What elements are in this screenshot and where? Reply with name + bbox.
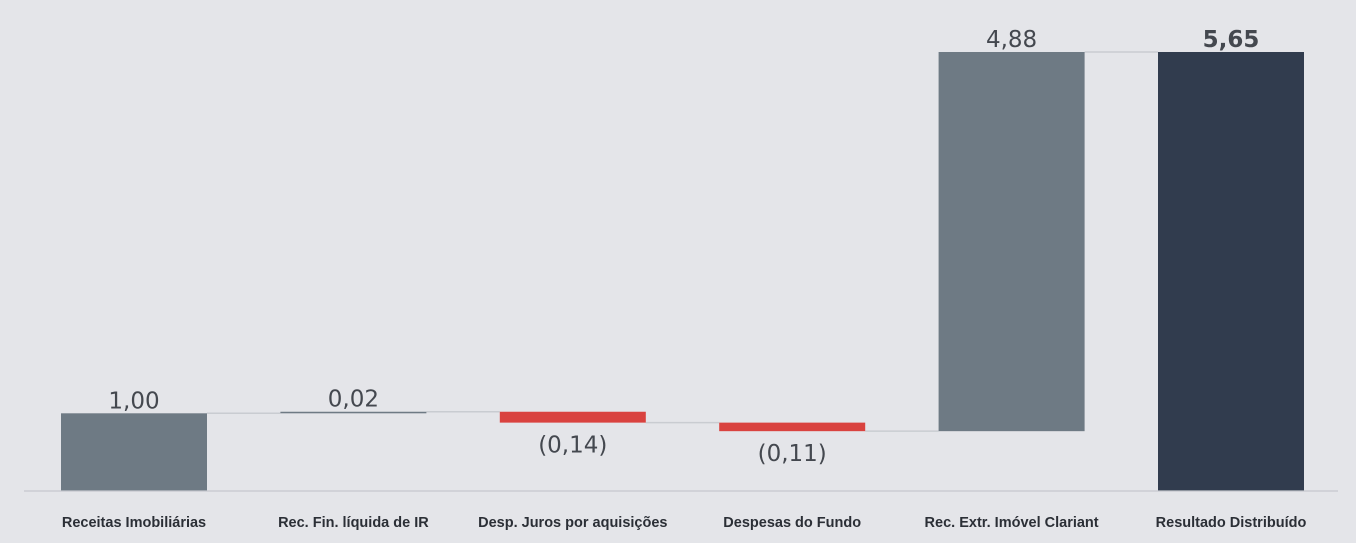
value-label-5: 4,88 — [986, 27, 1037, 53]
category-label-5: Rec. Extr. Imóvel Clariant — [925, 515, 1099, 531]
value-label-2: 0,02 — [328, 387, 379, 413]
category-label-4: Despesas do Fundo — [723, 515, 861, 531]
value-label-3: (0,14) — [538, 433, 607, 459]
value-label-6: 5,65 — [1203, 27, 1260, 53]
category-label-1: Receitas Imobiliárias — [62, 515, 206, 531]
value-label-1: 1,00 — [108, 388, 159, 414]
category-label-2: Rec. Fin. líquida de IR — [278, 515, 429, 531]
bar-5 — [938, 52, 1085, 432]
bar-2 — [280, 411, 427, 414]
bars — [61, 52, 1304, 491]
bar-1 — [61, 413, 207, 491]
bar-4 — [719, 422, 866, 432]
value-labels: 1,00 0,02 (0,14) (0,11) 4,88 5,65 — [108, 27, 1259, 467]
category-label-3: Desp. Juros por aquisições — [478, 515, 667, 531]
bar-3 — [499, 411, 646, 423]
category-label-6: Resultado Distribuído — [1156, 515, 1307, 531]
value-label-4: (0,11) — [758, 441, 827, 467]
category-labels: Receitas Imobiliárias Rec. Fin. líquida d… — [62, 515, 1307, 531]
connector-lines — [207, 51, 1158, 432]
bar-6 — [1158, 52, 1304, 491]
